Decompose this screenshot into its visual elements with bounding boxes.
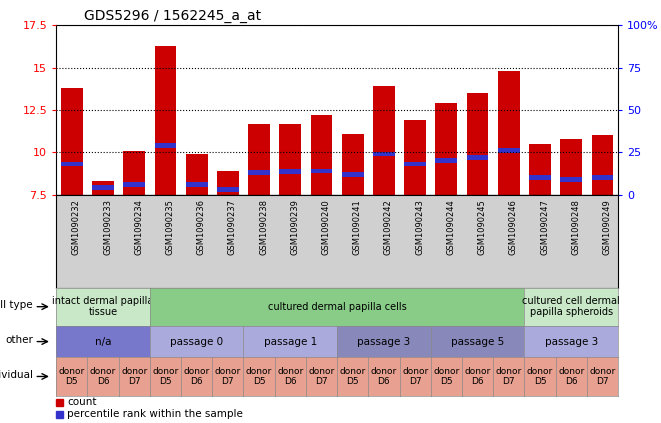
Bar <box>56 411 63 418</box>
Text: passage 5: passage 5 <box>451 337 504 346</box>
Text: cultured dermal papilla cells: cultured dermal papilla cells <box>268 302 407 312</box>
Text: donor
D6: donor D6 <box>465 367 490 386</box>
Text: GSM1090249: GSM1090249 <box>602 199 611 255</box>
Bar <box>61 162 83 167</box>
Bar <box>436 103 457 195</box>
Text: donor
D7: donor D7 <box>402 367 428 386</box>
Text: cultured cell dermal
papilla spheroids: cultured cell dermal papilla spheroids <box>522 296 620 318</box>
Bar <box>405 120 426 195</box>
Bar <box>311 168 332 173</box>
Bar <box>373 86 395 195</box>
Text: GSM1090237: GSM1090237 <box>228 199 237 255</box>
Text: donor
D5: donor D5 <box>59 367 85 386</box>
Text: percentile rank within the sample: percentile rank within the sample <box>67 409 243 419</box>
Bar <box>467 155 488 160</box>
Bar <box>592 175 613 180</box>
Text: GSM1090240: GSM1090240 <box>321 199 330 255</box>
Bar <box>92 181 114 195</box>
Bar <box>217 171 239 195</box>
Bar <box>56 399 63 406</box>
Bar <box>311 115 332 195</box>
Bar <box>467 93 488 195</box>
Bar <box>248 124 270 195</box>
Text: cell type: cell type <box>0 300 33 310</box>
Bar <box>124 182 145 187</box>
Text: GSM1090233: GSM1090233 <box>103 199 112 255</box>
Bar <box>529 144 551 195</box>
Bar <box>61 88 83 195</box>
Text: GSM1090248: GSM1090248 <box>571 199 580 255</box>
Text: GSM1090236: GSM1090236 <box>197 199 206 255</box>
Text: donor
D7: donor D7 <box>215 367 241 386</box>
Bar <box>124 151 145 195</box>
Text: donor
D5: donor D5 <box>340 367 366 386</box>
Bar <box>561 139 582 195</box>
Text: GSM1090245: GSM1090245 <box>478 199 486 255</box>
Bar <box>405 162 426 167</box>
Text: passage 1: passage 1 <box>264 337 317 346</box>
Text: individual: individual <box>0 370 33 379</box>
Text: GSM1090247: GSM1090247 <box>540 199 549 255</box>
Bar <box>342 134 364 195</box>
Bar <box>342 172 364 177</box>
Text: donor
D7: donor D7 <box>309 367 334 386</box>
Text: count: count <box>67 397 97 407</box>
Text: passage 3: passage 3 <box>358 337 410 346</box>
Text: n/a: n/a <box>95 337 111 346</box>
Bar <box>186 154 208 195</box>
Text: donor
D7: donor D7 <box>121 367 147 386</box>
Bar <box>92 185 114 190</box>
Text: donor
D7: donor D7 <box>590 367 615 386</box>
Bar <box>373 151 395 157</box>
Text: donor
D5: donor D5 <box>246 367 272 386</box>
Text: donor
D6: donor D6 <box>184 367 210 386</box>
Text: donor
D6: donor D6 <box>277 367 303 386</box>
Bar <box>155 143 176 148</box>
Bar <box>280 169 301 174</box>
Text: passage 0: passage 0 <box>170 337 223 346</box>
Text: donor
D5: donor D5 <box>527 367 553 386</box>
Text: GSM1090235: GSM1090235 <box>165 199 175 255</box>
Text: GSM1090243: GSM1090243 <box>415 199 424 255</box>
Text: GSM1090238: GSM1090238 <box>259 199 268 255</box>
Text: donor
D6: donor D6 <box>558 367 584 386</box>
Text: GSM1090239: GSM1090239 <box>290 199 299 255</box>
Bar <box>529 175 551 180</box>
Bar <box>155 46 176 195</box>
Bar <box>248 170 270 175</box>
Text: GSM1090244: GSM1090244 <box>446 199 455 255</box>
Text: donor
D6: donor D6 <box>90 367 116 386</box>
Bar <box>498 71 520 195</box>
Text: donor
D5: donor D5 <box>433 367 459 386</box>
Bar <box>280 124 301 195</box>
Text: GSM1090234: GSM1090234 <box>134 199 143 255</box>
Text: GSM1090242: GSM1090242 <box>384 199 393 255</box>
Bar <box>561 177 582 182</box>
Text: GSM1090232: GSM1090232 <box>72 199 81 255</box>
Text: donor
D7: donor D7 <box>496 367 522 386</box>
Text: GSM1090241: GSM1090241 <box>353 199 362 255</box>
Text: donor
D6: donor D6 <box>371 367 397 386</box>
Bar <box>217 187 239 192</box>
Text: intact dermal papilla
tissue: intact dermal papilla tissue <box>52 296 154 318</box>
Bar <box>498 148 520 153</box>
Text: GSM1090246: GSM1090246 <box>509 199 518 255</box>
Bar <box>436 158 457 163</box>
Text: GDS5296 / 1562245_a_at: GDS5296 / 1562245_a_at <box>85 9 261 23</box>
Bar <box>592 135 613 195</box>
Text: donor
D5: donor D5 <box>152 367 178 386</box>
Bar <box>186 182 208 187</box>
Text: other: other <box>5 335 33 345</box>
Text: passage 3: passage 3 <box>545 337 598 346</box>
